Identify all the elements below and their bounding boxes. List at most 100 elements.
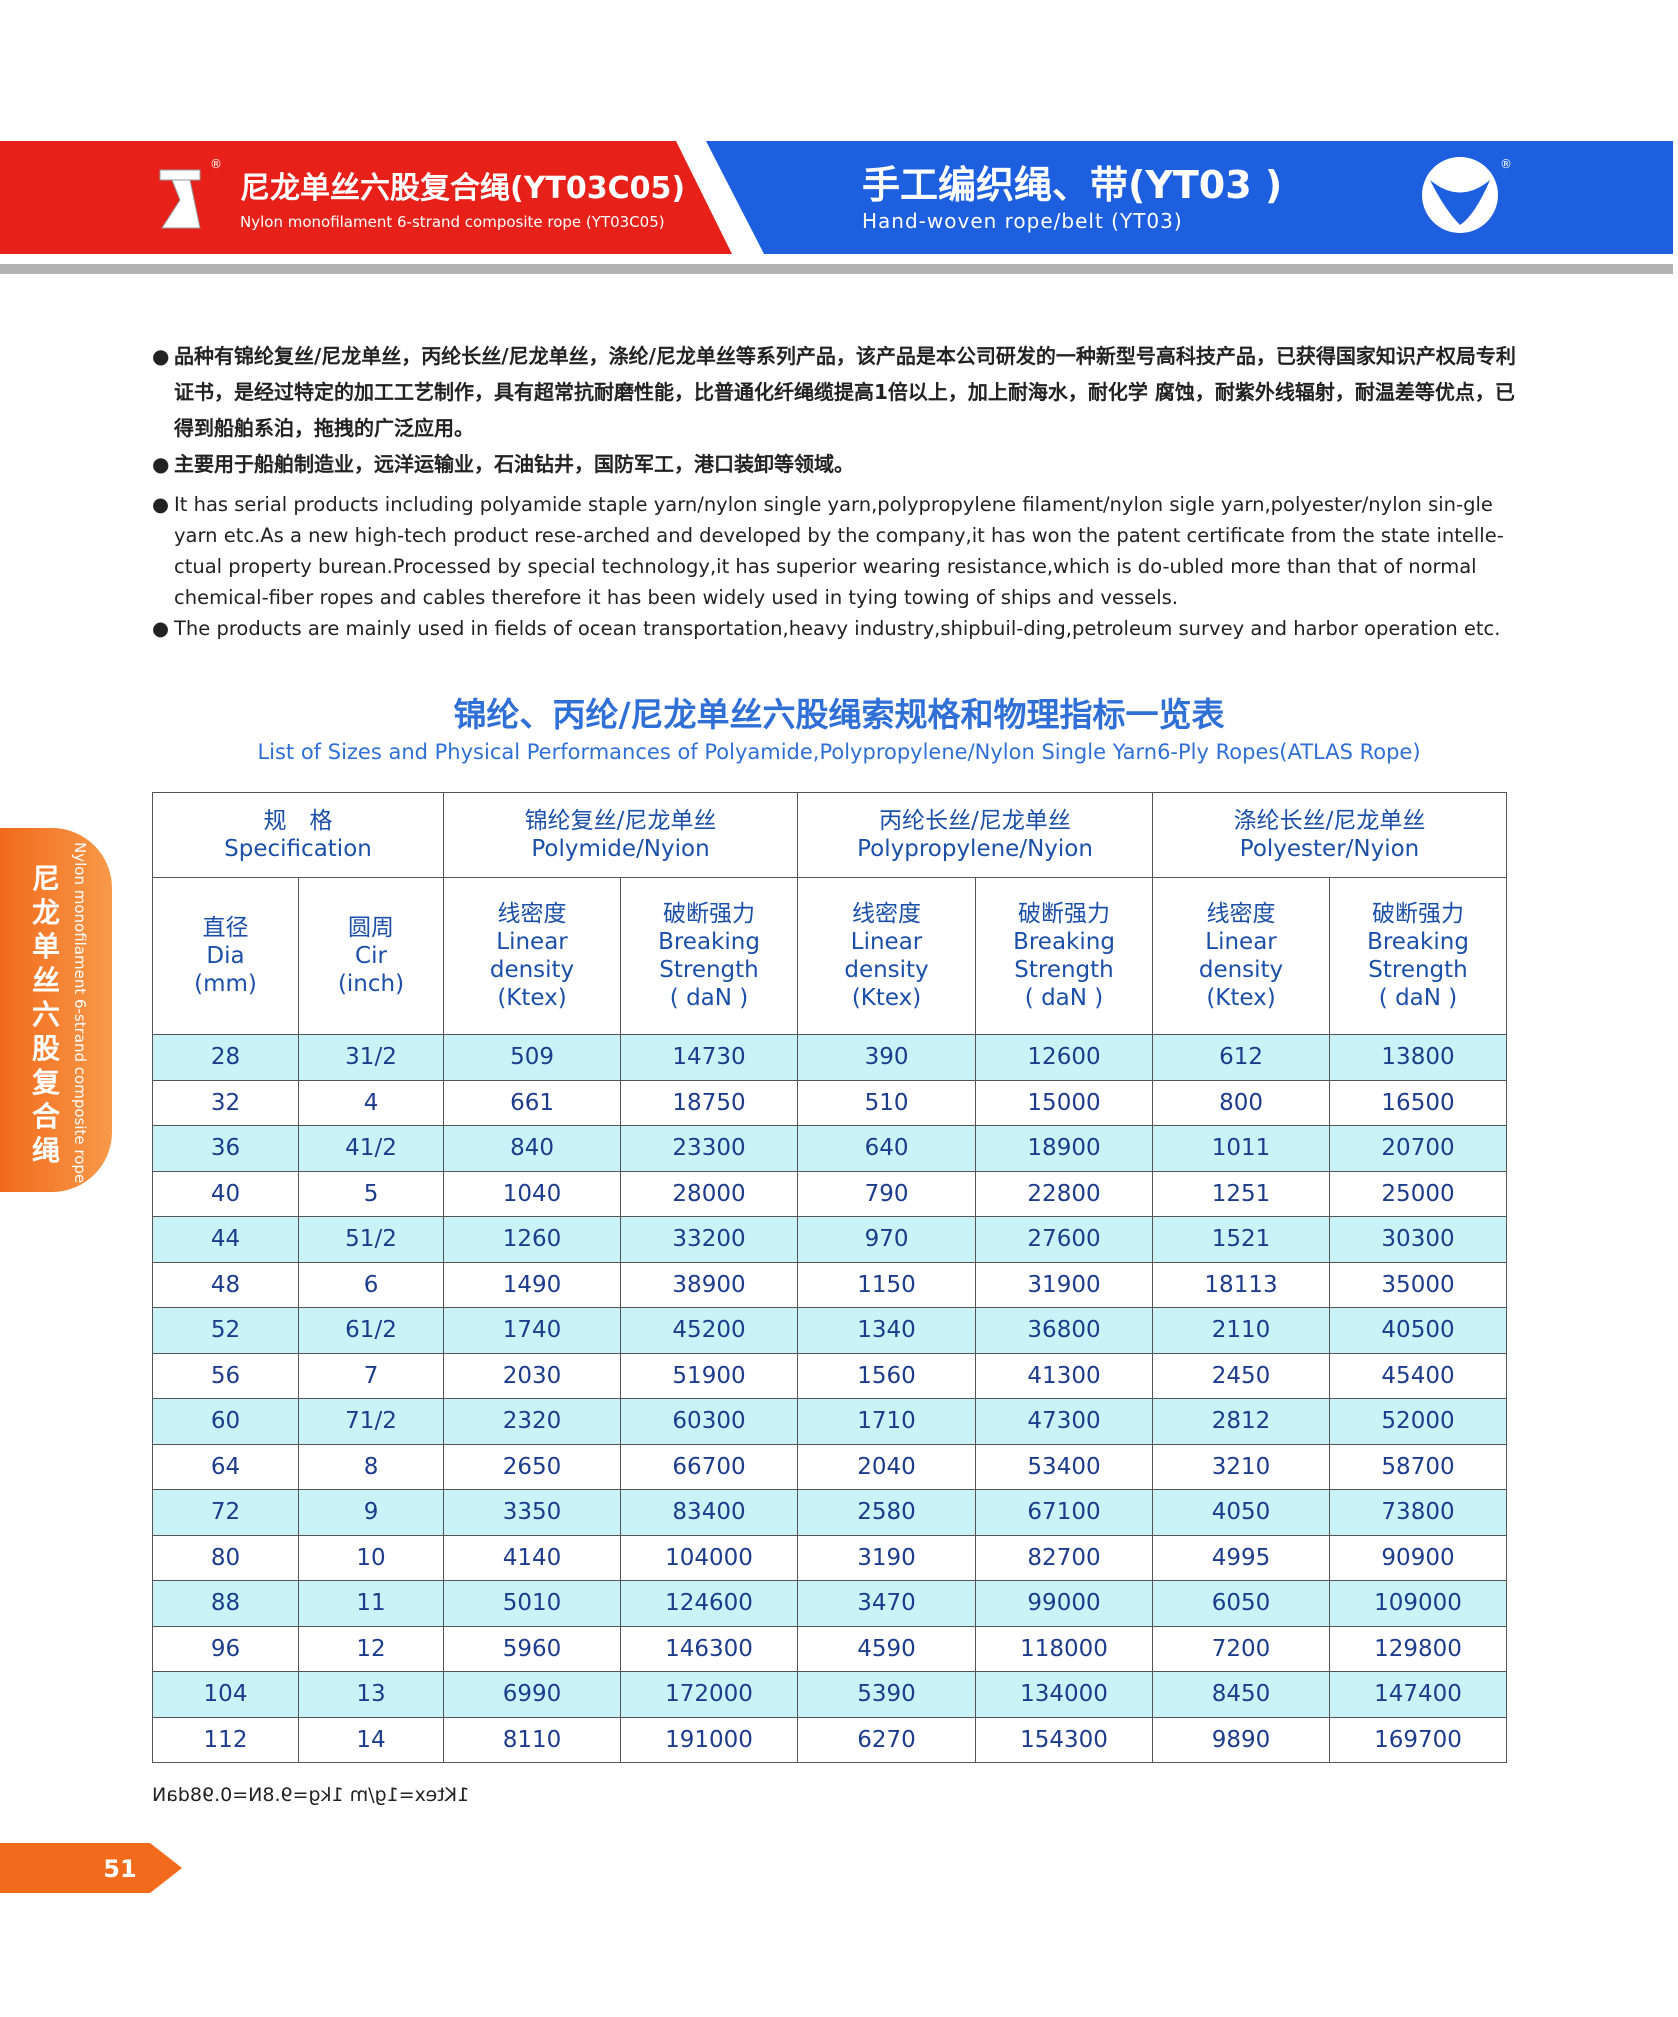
table-title: 锦纶、丙纶/尼龙单丝六股绳索规格和物理指标一览表: [453, 695, 1225, 734]
cell-line: Cir: [355, 943, 387, 969]
data-row: 56 7 2030 51900 1560 41300 2450 45400: [152, 1352, 1508, 1399]
data-row: 44 51/2 1260 33200 970 27600 1521 30300: [152, 1216, 1508, 1263]
data-cell: 4590: [797, 1625, 977, 1672]
data-cell: 51900: [620, 1352, 799, 1399]
data-cell: 12600: [975, 1034, 1154, 1081]
left-title: 尼龙单丝六股复合绳(YT03C05): [240, 171, 685, 206]
data-cell: 14730: [620, 1034, 799, 1081]
cell-line: Breaking: [658, 929, 760, 955]
sub-header-cell: 破断强力 Breaking Strength( daN ): [620, 877, 799, 1035]
data-cell: 67100: [975, 1489, 1154, 1536]
sub-header-row: 直径 Dia (mm) 圆周 Cir (inch) 线密度 Linear density (Kte…: [152, 877, 1508, 1035]
footnote: 1Ktex=1g/m 1kg=9.8N=0.98daN: [152, 1784, 470, 1806]
data-cell: 5960: [443, 1625, 622, 1672]
data-cell: 14: [297, 1716, 445, 1763]
data-cell: 6: [297, 1261, 445, 1308]
data-cell: 109000: [1329, 1580, 1508, 1627]
data-cell: 169700: [1329, 1716, 1508, 1763]
data-cell: 36: [152, 1125, 299, 1172]
data-cell: 4140: [443, 1534, 622, 1581]
cell-line: Strength: [659, 957, 759, 983]
cell-line: density: [489, 957, 575, 983]
data-cell: 6050: [1152, 1580, 1331, 1627]
data-row: 28 31/2 509 14730 390 12600 612 13800: [152, 1034, 1508, 1081]
data-row: 48 6 1490 38900 1150 31900 18113 35000: [152, 1261, 1508, 1308]
data-cell: 172000: [620, 1671, 799, 1718]
cell-line: (inch): [337, 971, 405, 997]
data-cell: 5010: [443, 1580, 622, 1627]
data-cell: 31900: [975, 1261, 1154, 1308]
data-cell: 8110: [443, 1716, 622, 1763]
data-cell: 32: [152, 1079, 299, 1126]
data-cell: 36800: [975, 1307, 1154, 1354]
data-row: 112 14 8110 191000 6270 154300 9890 169700: [152, 1716, 1508, 1763]
cell-line: Polyester/Nyion: [1239, 836, 1420, 862]
data-cell: 1040: [443, 1170, 622, 1217]
data-cell: 1490: [443, 1261, 622, 1308]
group-header-cell: 丙纶长丝/尼龙单丝 Polypropylene/Nyion: [797, 792, 1154, 878]
cell-line: (mm): [194, 971, 257, 997]
data-cell: 52000: [1329, 1398, 1508, 1445]
data-cell: 31/2: [297, 1034, 445, 1081]
data-cell: 47300: [975, 1398, 1154, 1445]
sub-header-cell: 圆周 Cir (inch): [297, 877, 445, 1035]
data-cell: 60300: [620, 1398, 799, 1445]
data-cell: 2650: [443, 1443, 622, 1490]
data-row: 52 61/2 1740 45200 1340 36800 2110 40500: [152, 1307, 1508, 1354]
data-cell: 840: [443, 1125, 622, 1172]
data-cell: 35000: [1329, 1261, 1508, 1308]
data-cell: 40: [152, 1170, 299, 1217]
cell-line: density: [844, 957, 929, 983]
data-cell: 4995: [1152, 1534, 1331, 1581]
data-cell: 38900: [620, 1261, 799, 1308]
data-cell: 509: [443, 1034, 622, 1081]
sub-header-cell: 线密度 Linear density (Ktex): [1152, 877, 1331, 1035]
data-cell: 1740: [443, 1307, 622, 1354]
data-cell: 147400: [1329, 1671, 1508, 1718]
right-title: 手工编织绳、带(YT03 ): [862, 163, 1282, 207]
data-cell: 191000: [620, 1716, 799, 1763]
data-cell: 22800: [975, 1170, 1154, 1217]
cell-line: 破断强力: [1372, 901, 1465, 927]
data-cell: 8450: [1152, 1671, 1331, 1718]
cell-line: Breaking: [1367, 929, 1469, 955]
data-cell: 83400: [620, 1489, 799, 1536]
data-cell: 1011: [1152, 1125, 1331, 1172]
registered-mark: ®: [210, 157, 222, 171]
data-cell: 80: [152, 1534, 299, 1581]
data-row: 72 9 3350 83400 2580 67100 4050 73800: [152, 1489, 1508, 1536]
data-cell: 3190: [797, 1534, 977, 1581]
data-cell: 53400: [975, 1443, 1154, 1490]
cell-line: Breaking: [1013, 929, 1115, 955]
data-row: 104 13 6990 172000 5390 134000 8450 147400: [152, 1671, 1508, 1718]
page-number-badge: 51: [0, 1843, 182, 1893]
cell-line: (Ktex): [497, 985, 567, 1011]
bullet: 主要用于船舶制造业，远洋运输业，石油钻井，国防军工，港口装卸等领域。: [152, 446, 1524, 482]
cell-line: 涤纶长丝/尼龙单丝: [1233, 808, 1426, 834]
data-cell: 4050: [1152, 1489, 1331, 1536]
data-cell: 4: [297, 1079, 445, 1126]
data-cell: 16500: [1329, 1079, 1508, 1126]
cell-line: ( daN ): [669, 985, 749, 1011]
data-cell: 2110: [1152, 1307, 1331, 1354]
data-cell: 28: [152, 1034, 299, 1081]
spec-table: 规 格 Specification 锦纶复丝/尼龙单丝 Polymide/Nyion 丙…: [151, 792, 1508, 1763]
data-cell: 510: [797, 1079, 977, 1126]
data-cell: 18750: [620, 1079, 799, 1126]
data-row: 60 71/2 2320 60300 1710 47300 2812 52000: [152, 1398, 1508, 1445]
data-cell: 6990: [443, 1671, 622, 1718]
data-cell: 20700: [1329, 1125, 1508, 1172]
data-cell: 7: [297, 1352, 445, 1399]
cell-line: Linear: [1205, 929, 1277, 955]
cell-line: Linear: [496, 929, 568, 955]
data-cell: 88: [152, 1580, 299, 1627]
data-cell: 12: [297, 1625, 445, 1672]
data-cell: 1560: [797, 1352, 977, 1399]
cell-line: 线密度: [497, 901, 567, 927]
cell-line: Specification: [224, 836, 372, 862]
cell-line: ( daN ): [1378, 985, 1458, 1011]
data-cell: 44: [152, 1216, 299, 1263]
cell-line: ( daN ): [1024, 985, 1104, 1011]
data-cell: 970: [797, 1216, 977, 1263]
data-cell: 1150: [797, 1261, 977, 1308]
